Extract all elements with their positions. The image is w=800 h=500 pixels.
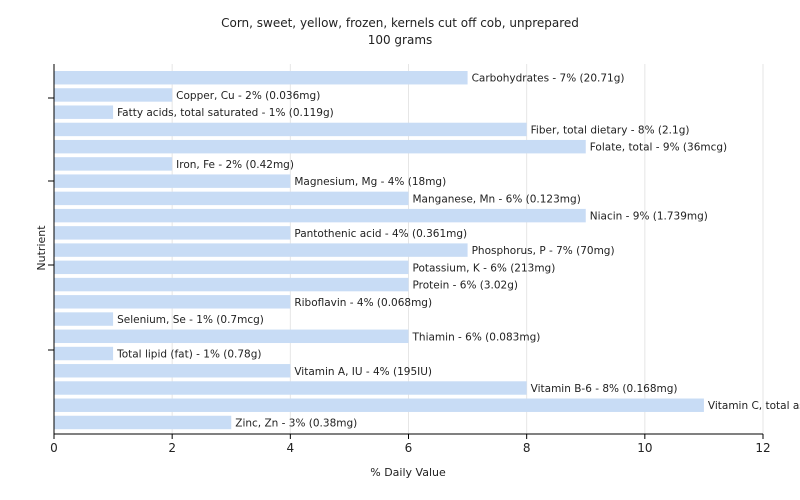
bar [54,398,704,412]
bar [54,312,114,326]
bar [54,71,468,85]
bar [54,277,409,292]
bar-label: Fatty acids, total saturated - 1% (0.119… [117,107,334,119]
x-tick-label: 2 [168,441,176,455]
bar-label: Pantothenic acid - 4% (0.361mg) [294,228,467,240]
bar [54,329,409,344]
bar [54,157,173,171]
bar [54,139,586,154]
bar-label: Vitamin C, total ascorbic acid - 11% (6.… [708,400,800,412]
bar [54,226,291,240]
bar-label: Carbohydrates - 7% (20.71g) [472,73,625,85]
bar [54,174,291,188]
bar-label: Magnesium, Mg - 4% (18mg) [294,176,446,188]
bar [54,260,409,275]
bar [54,191,409,206]
bar [54,415,232,430]
bar-label: Folate, total - 9% (36mcg) [590,142,727,154]
bar [54,364,291,378]
bar [54,122,527,137]
x-tick-label: 6 [405,441,413,455]
bar-label: Copper, Cu - 2% (0.036mg) [176,90,320,102]
bar-label: Selenium, Se - 1% (0.7mcg) [117,314,264,326]
bar [54,88,173,102]
x-tick-label: 8 [523,441,531,455]
x-tick-label: 12 [755,441,770,455]
bar-label: Zinc, Zn - 3% (0.38mg) [235,417,357,429]
bar-label: Potassium, K - 6% (213mg) [413,262,556,274]
x-tick-label: 4 [287,441,295,455]
bar [54,295,291,309]
chart-title: Corn, sweet, yellow, frozen, kernels cut… [221,16,579,30]
bar-label: Riboflavin - 4% (0.068mg) [294,297,432,309]
bar-label: Vitamin A, IU - 4% (195IU) [294,366,432,378]
bar-label: Vitamin B-6 - 8% (0.168mg) [531,383,678,395]
bar [54,381,527,395]
x-tick-label: 0 [50,441,58,455]
bar-label: Manganese, Mn - 6% (0.123mg) [413,193,581,205]
bar-label: Thiamin - 6% (0.083mg) [412,331,541,343]
bar [54,243,468,257]
bar-label: Total lipid (fat) - 1% (0.78g) [116,349,261,361]
bar [54,208,586,223]
bar-label: Iron, Fe - 2% (0.42mg) [176,159,294,171]
bar [54,105,114,119]
bar-label: Protein - 6% (3.02g) [413,280,519,292]
x-tick-label: 10 [637,441,652,455]
y-axis-label: Nutrient [35,225,48,271]
bars: Carbohydrates - 7% (20.71g) Copper, Cu - … [54,71,800,429]
bar-label: Fiber, total dietary - 8% (2.1g) [531,124,690,136]
x-axis-label: % Daily Value [370,466,446,479]
x-axis-ticks: 0 2 4 6 8 10 12 [50,434,771,455]
bar-label: Niacin - 9% (1.739mg) [590,211,708,223]
chart-subtitle: 100 grams [368,33,433,47]
bar-label: Phosphorus, P - 7% (70mg) [472,245,615,257]
bar [54,346,114,361]
